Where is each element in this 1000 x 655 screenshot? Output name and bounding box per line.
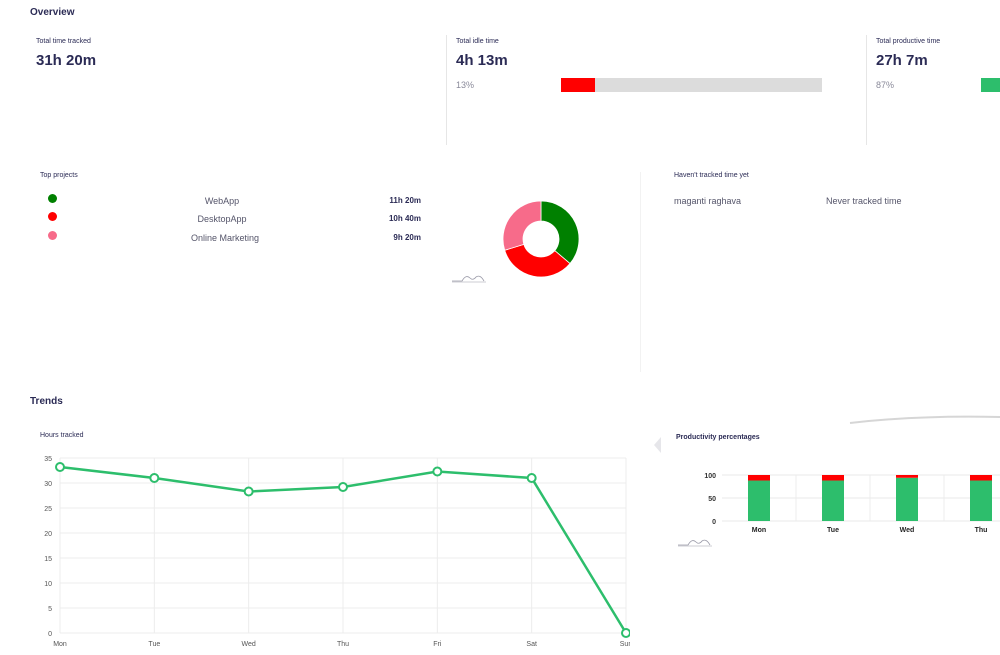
x-tick-label: Mon: [752, 527, 766, 534]
collapse-arrow-icon[interactable]: [652, 436, 662, 454]
total-time-label: Total time tracked: [36, 38, 91, 45]
project-name: WebApp: [204, 196, 240, 206]
project-name: Online Marketing: [190, 233, 260, 243]
idle-time-value: 4h 13m: [456, 52, 508, 69]
idle-time-label: Total idle time: [456, 38, 499, 45]
card-divider: [446, 35, 447, 145]
x-tick-label: Wed: [900, 527, 915, 534]
bar-segment[interactable]: [822, 480, 844, 521]
y-tick-label: 25: [44, 506, 52, 513]
data-point[interactable]: [621, 628, 630, 638]
trends-title: Trends: [30, 396, 63, 407]
y-tick-label: 100: [704, 473, 716, 480]
bar-segment[interactable]: [822, 475, 844, 481]
x-tick-label: Thu: [337, 641, 349, 648]
donut-slice-0[interactable]: [540, 200, 580, 265]
hours-tracked-chart: 0 5 10 15 20 25 30 35 Mon Tue Wed Thu Fri Sat Sun: [44, 456, 630, 648]
data-point[interactable]: [55, 462, 65, 472]
productive-time-card: Total productive time 27h 7m 87%: [870, 30, 1000, 145]
project-dot-webapp: [48, 194, 57, 203]
project-name: DesktopApp: [197, 214, 247, 224]
idle-percent: 13%: [456, 80, 475, 90]
x-tick-label: Tue: [148, 641, 160, 648]
productive-time-value: 27h 7m: [876, 52, 928, 69]
data-point[interactable]: [149, 473, 160, 483]
project-dot-desktopapp: [48, 212, 57, 221]
x-tick-label: Sun: [620, 641, 630, 648]
not-tracked-user: maganti raghava: [674, 196, 742, 206]
data-point[interactable]: [243, 486, 254, 497]
bar-segment[interactable]: [896, 477, 918, 521]
y-tick-label: 35: [44, 456, 52, 463]
bar-segment[interactable]: [970, 480, 992, 521]
y-tick-label: 10: [44, 581, 52, 588]
bar-segment[interactable]: [748, 480, 770, 521]
idle-progress-fill: [561, 78, 595, 92]
idle-time-card: Total idle time 4h 13m 13%: [450, 30, 860, 145]
productivity-title: Productivity percentages: [676, 434, 760, 441]
not-tracked-title: Haven't tracked time yet: [674, 172, 749, 179]
y-tick-label: 30: [44, 481, 52, 488]
projects-donut-chart: [502, 200, 580, 278]
productive-progress-fill: [981, 78, 1000, 92]
project-hours: 10h 40m: [388, 214, 421, 223]
data-point[interactable]: [432, 466, 443, 477]
loading-wave-icon: [452, 275, 486, 283]
overview-title: Overview: [30, 7, 75, 18]
y-tick-label: 15: [44, 556, 52, 563]
project-hours: 9h 20m: [393, 233, 421, 242]
card-divider: [866, 35, 867, 145]
panel-arc-decoration: [849, 415, 1000, 424]
x-tick-label: Mon: [53, 641, 67, 648]
productive-percent: 87%: [876, 80, 895, 90]
total-time-card: Total time tracked 31h 20m: [30, 30, 440, 145]
hours-tracked-title: Hours tracked: [40, 432, 84, 439]
y-tick-label: 0: [712, 519, 716, 526]
y-tick-label: 5: [48, 606, 52, 613]
x-tick-label: Wed: [242, 641, 256, 648]
data-point[interactable]: [526, 473, 537, 483]
project-dot-online-marketing: [48, 231, 57, 240]
bar-segment[interactable]: [896, 475, 918, 478]
productivity-bar-chart: 0 50 100 Mon Tue Wed Thu: [704, 473, 1000, 534]
donut-slice-2[interactable]: [502, 200, 542, 251]
x-tick-label: Tue: [827, 527, 839, 534]
top-projects-title: Top projects: [40, 172, 78, 179]
y-tick-label: 50: [708, 496, 716, 503]
bar-segment[interactable]: [970, 475, 992, 481]
idle-progress-bar: [561, 78, 822, 92]
not-tracked-status: Never tracked time: [826, 196, 902, 206]
panel-divider: [640, 172, 641, 372]
loading-wave-icon: [678, 539, 712, 547]
bar-segment[interactable]: [748, 475, 770, 481]
y-tick-label: 20: [44, 531, 52, 538]
data-point[interactable]: [338, 482, 348, 492]
y-tick-label: 0: [48, 631, 52, 638]
x-tick-label: Fri: [433, 641, 442, 648]
x-tick-label: Sat: [526, 641, 537, 648]
donut-slice-1[interactable]: [504, 243, 571, 278]
productive-progress-bar: [981, 78, 1000, 92]
total-time-value: 31h 20m: [36, 52, 97, 69]
productive-time-label: Total productive time: [876, 38, 941, 45]
project-hours: 11h 20m: [389, 196, 421, 205]
x-tick-label: Thu: [975, 527, 988, 534]
